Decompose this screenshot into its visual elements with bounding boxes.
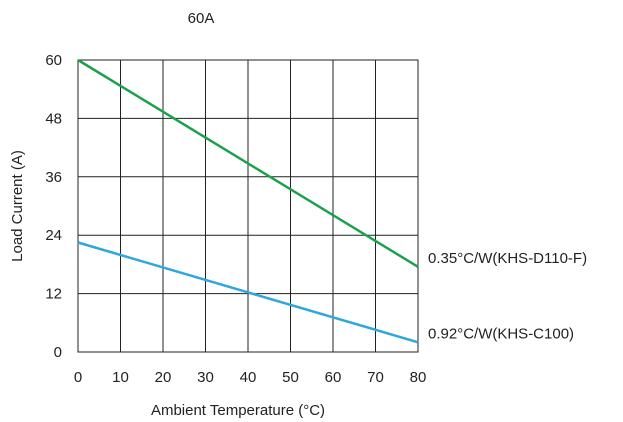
series-line-1 [77,241,419,344]
x-axis-title: Ambient Temperature (°C) [151,402,325,419]
series-line-0 [77,58,419,268]
y-tick-label-5: 60 [45,52,62,69]
series-labels: 0.35°C/W(KHS-D110-F) 0.92°C/W(KHS-C100) [428,250,587,342]
x-axis-ticks: 0 10 20 30 40 50 60 70 80 [74,369,427,386]
series-label-1: 0.92°C/W(KHS-C100) [428,325,574,342]
x-tick-label-4: 40 [240,369,257,386]
x-tick-label-3: 30 [197,369,214,386]
y-tick-label-0: 0 [54,344,62,361]
plot-frame [77,59,419,353]
y-tick-label-2: 24 [45,227,62,244]
y-axis-title: Load Current (A) [9,150,26,262]
x-tick-label-8: 80 [410,369,427,386]
series-label-0: 0.35°C/W(KHS-D110-F) [428,250,587,267]
y-axis-ticks: 0 12 24 36 48 60 [45,52,62,361]
y-tick-label-1: 12 [45,286,62,303]
x-tick-label-2: 20 [155,369,172,386]
y-tick-label-4: 48 [45,110,62,127]
chart-title: 60A [188,10,215,27]
x-tick-label-6: 60 [325,369,342,386]
x-tick-label-0: 0 [74,369,82,386]
x-tick-label-5: 50 [282,369,299,386]
y-tick-label-3: 36 [45,169,62,186]
x-tick-label-1: 10 [112,369,129,386]
grid [77,59,419,353]
x-tick-label-7: 70 [367,369,384,386]
series-lines [77,58,419,344]
